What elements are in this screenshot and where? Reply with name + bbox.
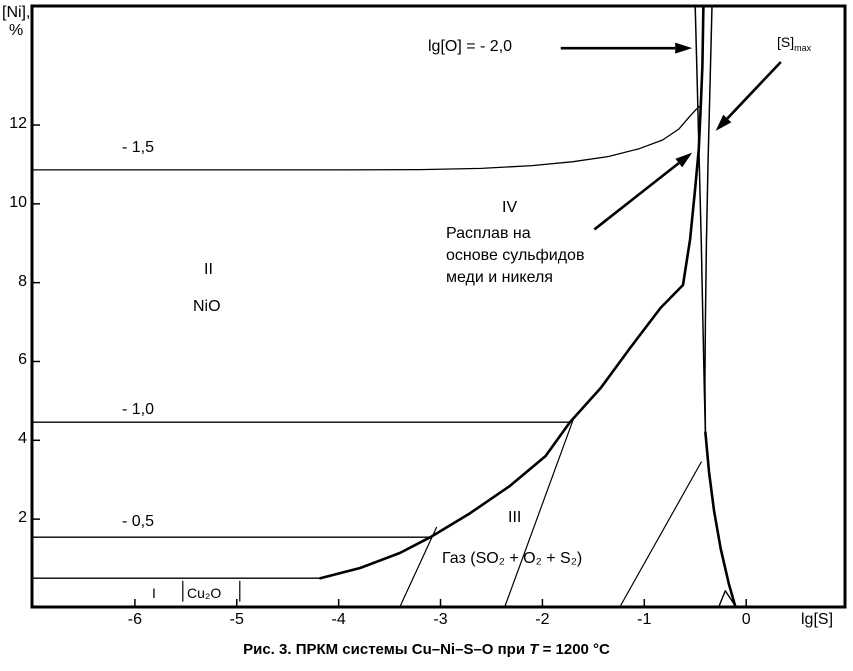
curve-iso-lgO-minus-1-5 <box>31 104 702 171</box>
curve-iso-lgO-minus-2-0-steep <box>694 5 707 434</box>
smax-annotation-arrow-head <box>715 114 732 131</box>
x-tick-label: -3 <box>433 611 448 628</box>
x-tick-label: 0 <box>741 611 751 628</box>
x-tick-label: -1 <box>637 611 652 628</box>
region-iv-description-line2: основе сульфидов <box>446 247 585 264</box>
y-tick-label: 10 <box>9 193 27 211</box>
melt-annotation-arrow-head <box>675 152 693 168</box>
x-tick-label: -6 <box>127 611 142 628</box>
caption-suffix: = 1200 °C <box>538 641 610 658</box>
region-label-iii: III <box>508 509 522 526</box>
x-tick-label: -2 <box>535 611 550 628</box>
region-label-iv: IV <box>502 199 518 216</box>
smax-annotation-arrow <box>726 61 782 120</box>
region-iv-description-line1: Расплав на <box>446 225 531 242</box>
region-phase-nio: NiO <box>193 298 221 315</box>
figure-caption: Рис. 3. ПРКМ системы Cu–Ni–S–O при T = 1… <box>0 641 853 658</box>
y-tick-label: 6 <box>18 351 27 369</box>
region-label-i: I <box>152 585 156 601</box>
iso-line-label-1-0: - 1,0 <box>122 401 155 418</box>
curve-gas-iso-diagonal-2 <box>504 419 574 608</box>
region-label-ii: II <box>204 261 213 278</box>
y-axis-title-line2: % <box>9 22 24 40</box>
curve-gas-iso-diagonal-1 <box>399 526 438 608</box>
iso-line-label-0-5: - 0,5 <box>122 513 155 530</box>
plot-frame <box>30 4 847 609</box>
curve-bottom-right-notch <box>718 590 737 608</box>
melt-annotation-arrow <box>593 162 680 231</box>
x-tick-label: -5 <box>229 611 244 628</box>
smax-annotation-label: [S]max <box>777 34 811 53</box>
lgO-annotation-arrow-head <box>675 42 693 54</box>
curve-gas-iso-diagonal-3 <box>619 461 702 608</box>
smax-subscript: max <box>794 43 812 53</box>
y-tick-label: 8 <box>18 272 27 290</box>
x-axis-title: lg[S] <box>801 611 834 628</box>
curve-melt-liquidus-boundary <box>318 4 705 580</box>
smax-base-text: [S] <box>777 34 795 50</box>
y-axis-title: [Ni], % <box>2 4 30 41</box>
iso-line-label-1-5: - 1,5 <box>122 139 155 156</box>
caption-prefix: Рис. 3. ПРКМ системы Cu–Ni–S–O при <box>243 641 530 658</box>
curve-smax-line <box>704 5 713 434</box>
y-tick-label: 12 <box>9 115 27 133</box>
region-iv-description: Расплав на основе сульфидов меди и никел… <box>446 223 584 289</box>
region-iv-description-line3: меди и никеля <box>446 269 553 286</box>
x-tick-label: -4 <box>331 611 346 628</box>
region-phase-cu2o: Cu₂O <box>187 585 222 601</box>
region-phase-gas: Газ (SO₂ + O₂ + S₂) <box>442 550 583 567</box>
y-axis-title-line1: [Ni], <box>2 4 31 21</box>
y-tick-label: 4 <box>18 430 27 448</box>
y-tick-label: 2 <box>18 509 27 527</box>
caption-italic-t: T <box>529 641 539 658</box>
lgO-annotation-label: lg[O] = - 2,0 <box>428 38 513 55</box>
curve-gas-melt-lower-boundary <box>704 431 737 609</box>
